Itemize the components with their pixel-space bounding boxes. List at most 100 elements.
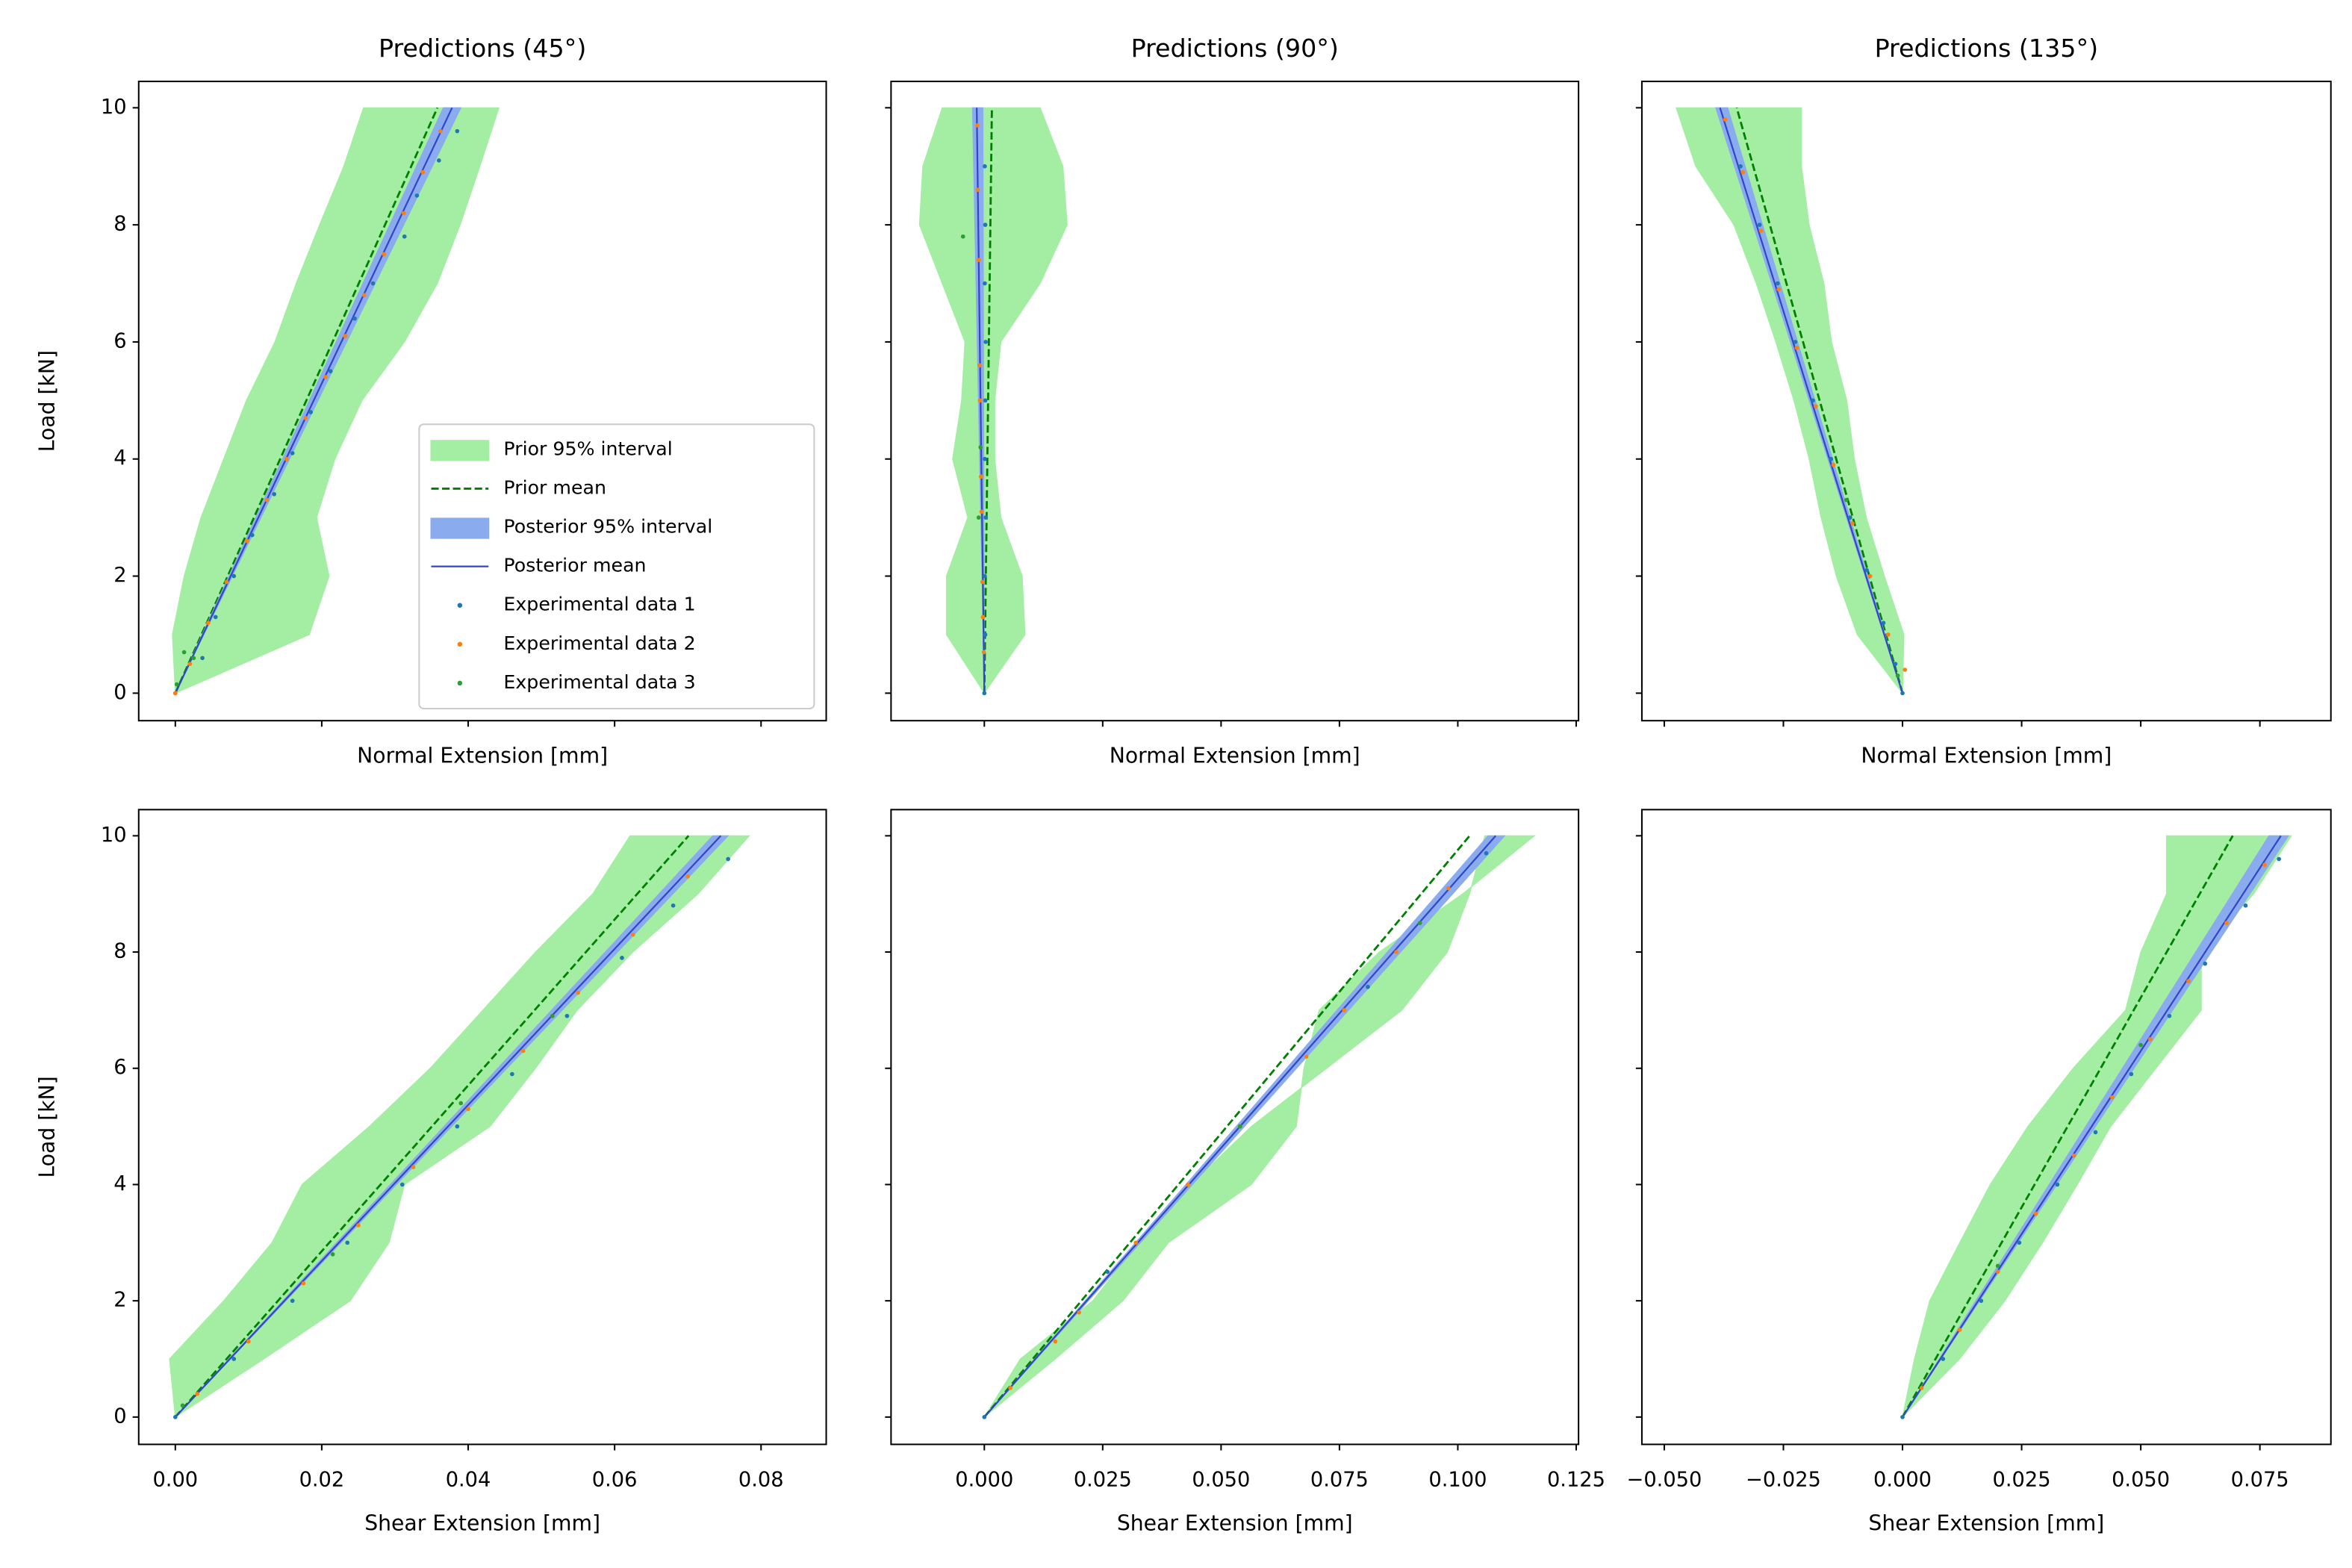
interval-band: [1676, 107, 1905, 695]
data-point: [356, 1223, 361, 1228]
x-tick-label: −0.025: [1746, 1468, 1821, 1491]
data-point: [206, 620, 211, 626]
data-point: [1864, 567, 1869, 573]
data-point: [231, 1357, 237, 1361]
data-point: [1394, 950, 1399, 954]
axes-frame: [1640, 809, 2332, 1446]
data-point: [1829, 456, 1834, 461]
data-point: [382, 252, 387, 257]
data-point: [2277, 856, 2281, 862]
data-point: [361, 293, 367, 298]
data-point: [1105, 1269, 1110, 1275]
y-tick-label: 2: [113, 564, 126, 587]
axes-frame: [1640, 81, 2332, 722]
data-point: [2071, 1153, 2076, 1158]
axes-frame: [137, 809, 827, 1446]
subplot: 0.000 0.025 0.050 0.075 0.100 0.125 Shear Exte…: [885, 809, 1605, 1535]
data-point: [246, 1339, 251, 1344]
data-point: [1366, 984, 1370, 989]
data-point: [284, 456, 289, 461]
data-point: [983, 515, 989, 520]
data-point: [1008, 1386, 1012, 1390]
data-point: [983, 340, 989, 344]
interval-band: [983, 835, 1536, 1418]
data-point: [1053, 1339, 1058, 1344]
data-point: [1077, 1310, 1081, 1315]
data-point: [982, 1415, 987, 1419]
data-point: [2167, 1013, 2172, 1018]
subplot: 0 2 4 6 8 10 Predictions (45°) Normal Extension…: [35, 34, 827, 768]
plot-area: [169, 835, 750, 1419]
data-point: [976, 515, 981, 520]
x-tick-label: 0.02: [299, 1468, 345, 1491]
data-point: [187, 662, 193, 666]
data-point: [402, 234, 407, 239]
x-axis-label: Shear Extension [mm]: [1868, 1511, 2104, 1535]
data-point: [414, 193, 420, 198]
x-tick-label: 0.00: [152, 1468, 198, 1491]
x-tick-label: 0.000: [955, 1468, 1013, 1491]
interval-band: [1902, 835, 2290, 1418]
data-point: [1979, 1298, 1984, 1303]
data-point: [1850, 521, 1855, 526]
data-point: [411, 1165, 416, 1169]
data-point: [671, 903, 676, 908]
mean-line: [174, 835, 690, 1418]
data-point: [195, 1391, 200, 1396]
data-point: [455, 128, 460, 134]
data-point: [172, 1415, 178, 1419]
mean-line: [174, 107, 439, 694]
data-point: [272, 491, 277, 497]
data-point: [974, 123, 980, 128]
data-point: [436, 158, 441, 163]
data-point: [1740, 169, 1746, 175]
subplot-title: Predictions (90°): [1131, 34, 1339, 63]
data-point: [976, 258, 981, 262]
data-point: [1895, 673, 1900, 678]
legend-label: Posterior mean: [503, 555, 646, 576]
legend-patch: [430, 440, 490, 461]
mean-line: [174, 835, 722, 1418]
data-point: [1881, 620, 1886, 626]
data-point: [1794, 345, 1799, 350]
legend-label: Prior 95% interval: [503, 438, 672, 459]
data-point: [245, 538, 249, 544]
data-point: [1903, 668, 1908, 672]
legend-label: Prior mean: [503, 476, 606, 498]
interval-band: [983, 835, 1506, 1418]
data-point: [983, 164, 987, 169]
data-point: [343, 334, 348, 338]
axes-frame: [890, 81, 1580, 722]
x-tick-label: −0.050: [1627, 1468, 1702, 1491]
mean-line: [983, 835, 1471, 1418]
y-tick-label: 0: [113, 681, 126, 704]
data-point: [1133, 1240, 1139, 1245]
x-tick-label: 0.100: [1428, 1468, 1487, 1491]
data-point: [1957, 1328, 1962, 1332]
legend-label: Posterior 95% interval: [503, 516, 712, 538]
subplot: Predictions (90°) Normal Extension [mm]: [885, 34, 1580, 768]
data-point: [330, 1252, 335, 1257]
data-point: [983, 573, 987, 579]
data-point: [620, 956, 624, 960]
legend-label: Experimental data 2: [503, 632, 695, 654]
data-point: [576, 990, 580, 995]
data-point: [1758, 228, 1764, 233]
data-point: [1417, 921, 1422, 925]
data-point: [1723, 117, 1728, 122]
subplot: −0.050 −0.025 0.000 0.025 0.050 0.075 Shear Ex…: [1627, 809, 2332, 1535]
y-axis-label: Load [kN]: [35, 350, 60, 452]
x-tick-label: 0.06: [592, 1468, 638, 1491]
data-point: [520, 1048, 526, 1054]
y-tick-label: 8: [113, 213, 126, 236]
data-point: [345, 1240, 350, 1245]
data-point: [352, 316, 357, 321]
legend-patch: [430, 517, 490, 539]
data-point: [1867, 573, 1873, 579]
x-tick-label: 0.025: [1993, 1468, 2051, 1491]
data-point: [2243, 903, 2248, 908]
data-point: [983, 281, 987, 286]
data-point: [264, 497, 270, 503]
data-point: [1995, 1263, 2000, 1269]
